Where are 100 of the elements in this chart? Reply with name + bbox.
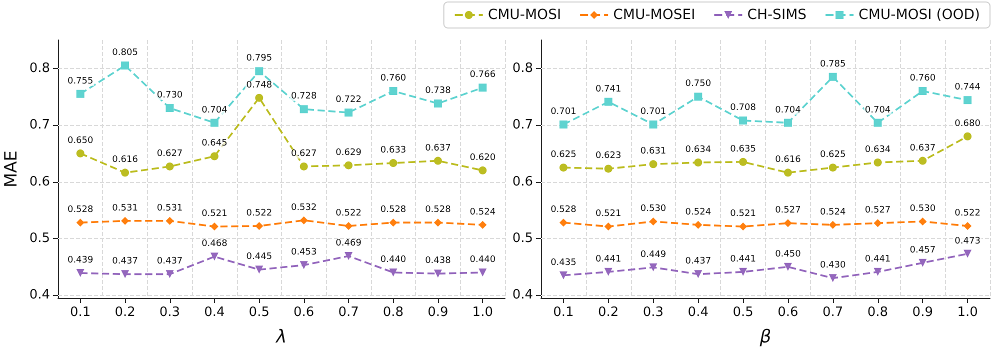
data-label: 0.633	[380, 146, 406, 156]
point	[828, 220, 837, 229]
data-label: 0.530	[640, 204, 666, 214]
point	[918, 217, 927, 226]
data-label: 0.532	[290, 202, 317, 213]
data-label: 0.450	[775, 249, 802, 260]
point	[964, 132, 972, 140]
point	[166, 104, 174, 112]
data-label: 0.708	[730, 103, 756, 114]
point	[559, 164, 568, 172]
point	[739, 222, 748, 231]
point	[918, 87, 927, 96]
data-label: 0.634	[685, 144, 712, 155]
data-label: 0.627	[290, 148, 317, 159]
point	[649, 160, 658, 168]
point	[210, 152, 218, 160]
point	[300, 261, 308, 270]
point	[300, 105, 308, 114]
data-label: 0.440	[470, 254, 496, 265]
data-label: 0.453	[290, 248, 317, 258]
point	[649, 120, 658, 128]
data-label: 0.625	[550, 150, 576, 160]
data-label: 0.527	[775, 206, 801, 216]
data-label: 0.704	[202, 105, 228, 116]
data-label: 0.437	[685, 256, 712, 267]
legend-label: CMU-MOSI	[488, 7, 562, 23]
point	[918, 156, 927, 165]
data-label: 0.785	[820, 59, 846, 70]
point	[166, 162, 174, 170]
data-label: 0.449	[640, 250, 666, 260]
point	[694, 270, 702, 278]
data-label: 0.437	[112, 256, 138, 267]
point	[344, 222, 353, 230]
point	[694, 158, 702, 166]
point	[76, 218, 84, 227]
data-label: 0.616	[112, 155, 138, 166]
data-label: 0.445	[246, 252, 272, 262]
x-tick-label: 0.4	[204, 305, 225, 320]
data-label: 0.701	[550, 106, 576, 117]
point	[166, 270, 174, 278]
point	[344, 252, 353, 260]
data-label: 0.637	[425, 143, 451, 154]
data-label: 0.531	[156, 203, 183, 214]
data-label: 0.766	[470, 70, 496, 80]
data-label: 0.435	[550, 258, 576, 268]
point	[121, 62, 130, 70]
point	[559, 271, 568, 280]
point	[76, 90, 84, 98]
data-label: 0.528	[425, 205, 452, 216]
x-axis-title: λ	[275, 326, 287, 348]
y-tick-label: 0.5	[29, 230, 50, 246]
legend-label: CH-SIMS	[747, 7, 807, 23]
data-label: 0.645	[202, 138, 228, 149]
y-tick-label: 0.4	[29, 288, 50, 303]
x-tick-label: 0.2	[598, 305, 619, 320]
point	[784, 262, 792, 271]
point	[559, 120, 568, 128]
data-label: 0.521	[730, 209, 756, 220]
data-label: 0.441	[864, 254, 891, 264]
data-label: 0.704	[864, 105, 891, 116]
data-label: 0.629	[336, 148, 362, 158]
x-tick-label: 0.7	[822, 305, 844, 320]
x-tick-label: 0.9	[912, 305, 933, 320]
y-tick-label: 0.8	[29, 60, 50, 76]
data-label: 0.522	[246, 208, 272, 218]
point	[964, 96, 972, 104]
x-tick-label: 0.4	[688, 305, 708, 320]
point	[389, 268, 398, 276]
data-label: 0.521	[202, 209, 228, 220]
point	[389, 218, 398, 227]
point	[964, 250, 972, 258]
point	[784, 168, 792, 177]
point	[784, 118, 792, 127]
y-tick-label: 0.6	[512, 174, 533, 190]
data-label: 0.531	[112, 203, 138, 214]
data-label: 0.524	[685, 207, 712, 218]
data-label: 0.521	[595, 209, 622, 220]
data-label: 0.616	[775, 155, 802, 166]
data-label: 0.760	[910, 74, 936, 84]
point	[434, 218, 442, 227]
point	[874, 219, 882, 228]
point	[478, 220, 487, 229]
point	[874, 118, 882, 127]
data-label: 0.728	[290, 92, 318, 102]
x-axis-title: β	[758, 326, 772, 348]
data-label: 0.522	[954, 208, 980, 218]
point	[739, 268, 748, 276]
y-tick-label: 0.7	[29, 118, 50, 133]
data-label: 0.473	[954, 236, 980, 246]
point	[210, 118, 218, 127]
point	[604, 98, 612, 106]
data-label: 0.457	[910, 245, 936, 256]
data-label: 0.750	[685, 79, 712, 90]
point	[344, 161, 353, 170]
point	[874, 158, 882, 166]
point	[828, 274, 837, 282]
data-label: 0.620	[470, 152, 496, 163]
point	[874, 268, 882, 276]
point	[76, 269, 84, 278]
point	[828, 164, 837, 172]
